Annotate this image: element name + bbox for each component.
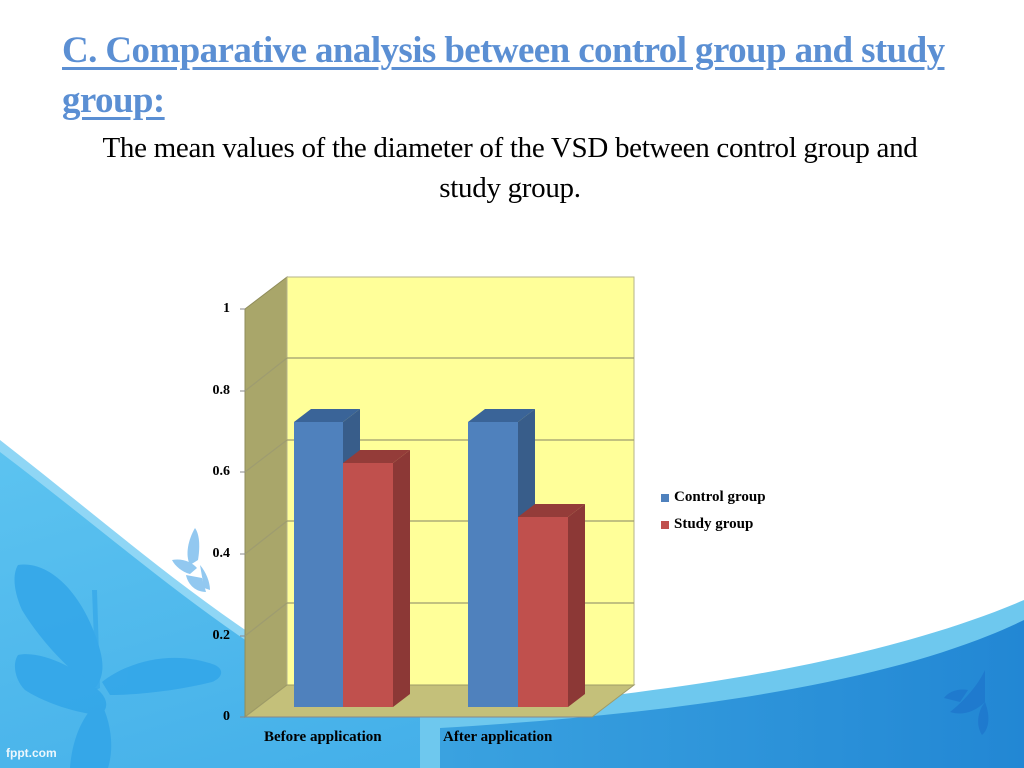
chart-side-wall — [244, 275, 288, 719]
watermark-text: fppt.com — [6, 746, 57, 760]
legend-label: Control group — [674, 489, 766, 505]
y-tick-label: 0 — [223, 709, 230, 724]
x-category-label: After application — [443, 729, 553, 745]
y-tick-label: 0.8 — [212, 383, 231, 398]
x-category-label: Before application — [264, 729, 382, 745]
butterfly-large-icon — [14, 564, 222, 768]
y-tick-label: 0.6 — [212, 464, 231, 479]
legend-item-study: Study group — [661, 511, 766, 538]
y-tick-label: 1 — [223, 301, 230, 316]
slide-title: C. Comparative analysis between control … — [62, 30, 945, 121]
slide-subtitle: The mean values of the diameter of the V… — [102, 132, 918, 204]
legend-swatch-study — [661, 520, 669, 529]
y-tick-label: 0.2 — [212, 628, 231, 643]
bar-after-study — [518, 504, 585, 707]
legend-item-control: Control group — [661, 484, 766, 511]
butterfly-right-icon — [944, 670, 989, 735]
bar-before-study — [343, 450, 410, 707]
legend-label: Study group — [674, 516, 754, 532]
butterfly-small-icon — [172, 528, 210, 592]
chart-legend: Control group Study group — [661, 484, 766, 538]
legend-swatch-control — [661, 493, 669, 502]
y-tick-label: 0.4 — [212, 546, 231, 561]
